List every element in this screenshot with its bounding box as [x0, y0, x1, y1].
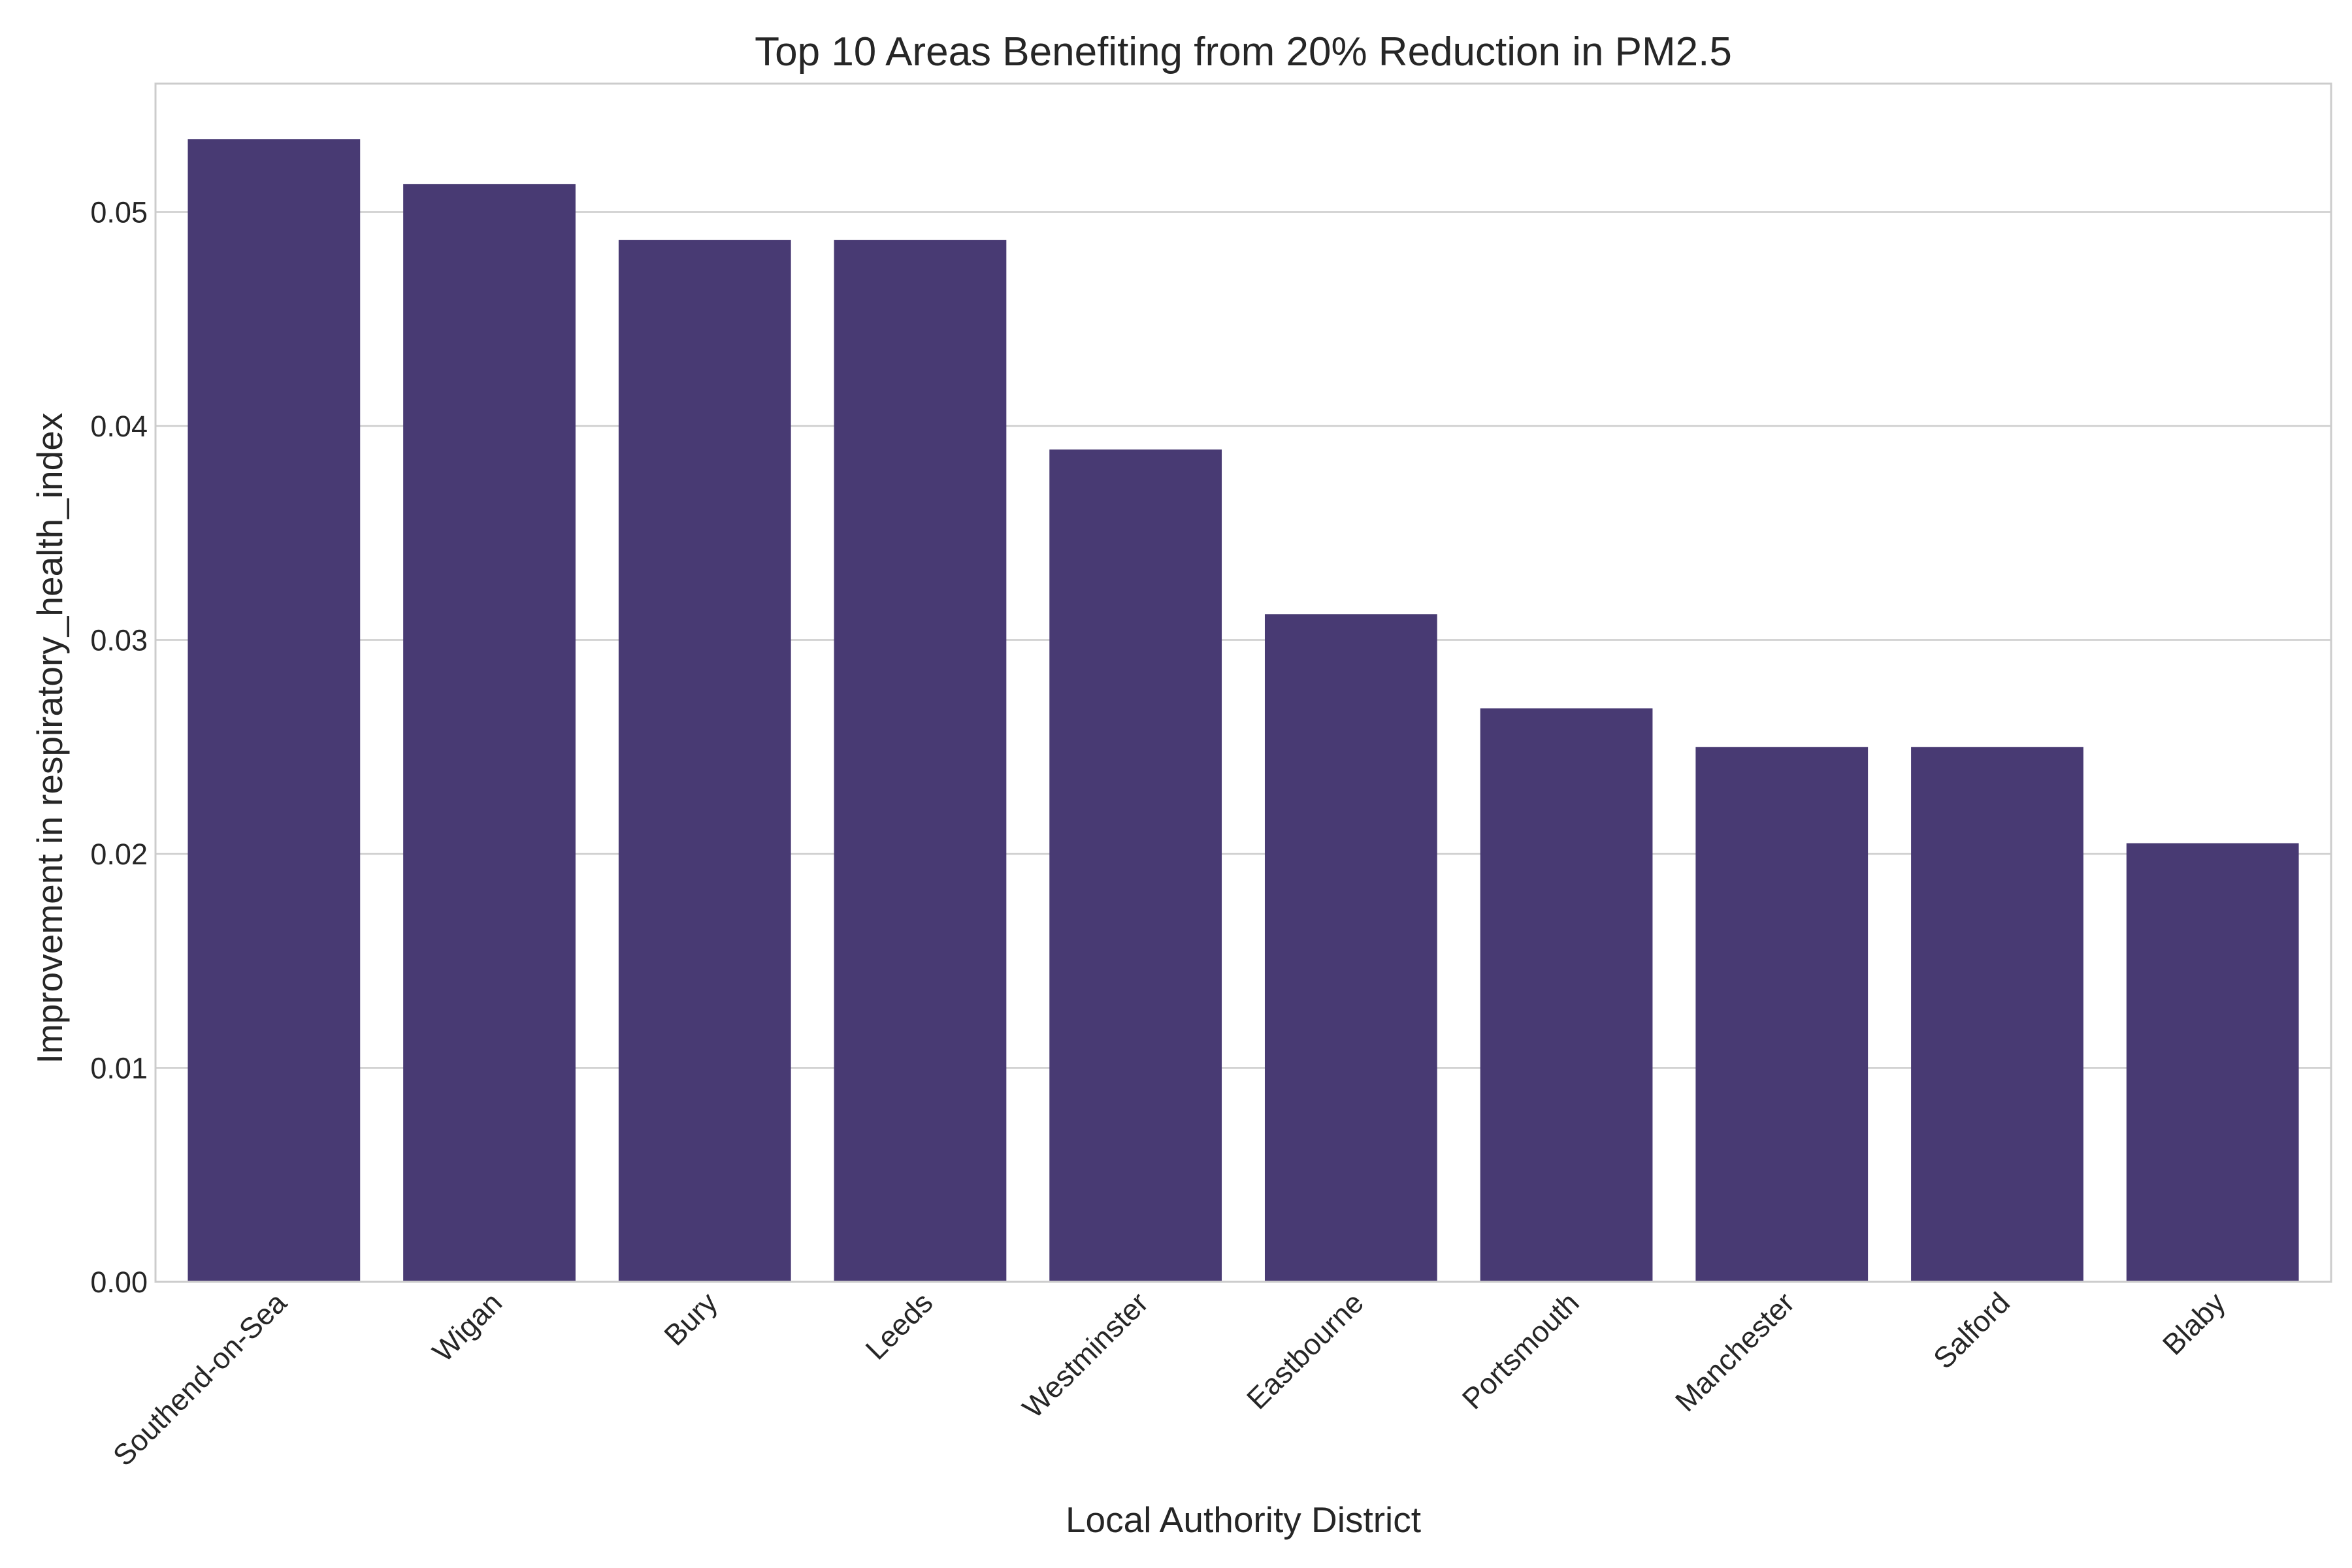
- chart-title: Top 10 Areas Benefiting from 20% Reducti…: [755, 29, 1732, 74]
- x-tick-label: Portsmouth: [1456, 1286, 1586, 1416]
- x-tick-label: Eastbourne: [1240, 1286, 1370, 1416]
- y-axis-label: Improvement in respiratory_health_index: [29, 413, 70, 1064]
- y-tick-label: 0.04: [90, 410, 148, 443]
- x-tick-label: Wigan: [426, 1286, 508, 1368]
- bar: [188, 139, 361, 1282]
- x-tick-label: Bury: [657, 1286, 724, 1352]
- x-tick-label: Southend-on-Sea: [106, 1285, 293, 1472]
- bar: [403, 184, 576, 1282]
- bar: [618, 240, 791, 1282]
- x-axis-ticks: Southend-on-Sea Wigan Bury Leeds Westminster…: [106, 1285, 2232, 1472]
- y-axis-ticks: 0.00 0.01 0.02 0.03 0.04 0.05: [90, 196, 148, 1299]
- x-tick-label: Blaby: [2156, 1286, 2232, 1362]
- bar: [834, 240, 1007, 1282]
- x-tick-label: Manchester: [1669, 1286, 1801, 1418]
- bar: [2126, 843, 2299, 1282]
- y-tick-label: 0.02: [90, 838, 148, 871]
- bar: [1480, 708, 1653, 1282]
- y-tick-label: 0.03: [90, 624, 148, 657]
- x-tick-label: Westminster: [1016, 1286, 1154, 1424]
- bar: [1049, 449, 1222, 1282]
- y-tick-label: 0.01: [90, 1052, 148, 1085]
- y-tick-label: 0.00: [90, 1266, 148, 1299]
- bar: [1911, 747, 2083, 1282]
- x-tick-label: Salford: [1927, 1286, 2016, 1375]
- bars: [188, 139, 2299, 1282]
- y-tick-label: 0.05: [90, 196, 148, 229]
- bar: [1695, 747, 1869, 1282]
- bar: [1264, 614, 1437, 1282]
- plot-frame: [154, 82, 2332, 1283]
- x-axis-label: Local Authority District: [1066, 1499, 1421, 1540]
- x-tick-label: Leeds: [859, 1286, 939, 1366]
